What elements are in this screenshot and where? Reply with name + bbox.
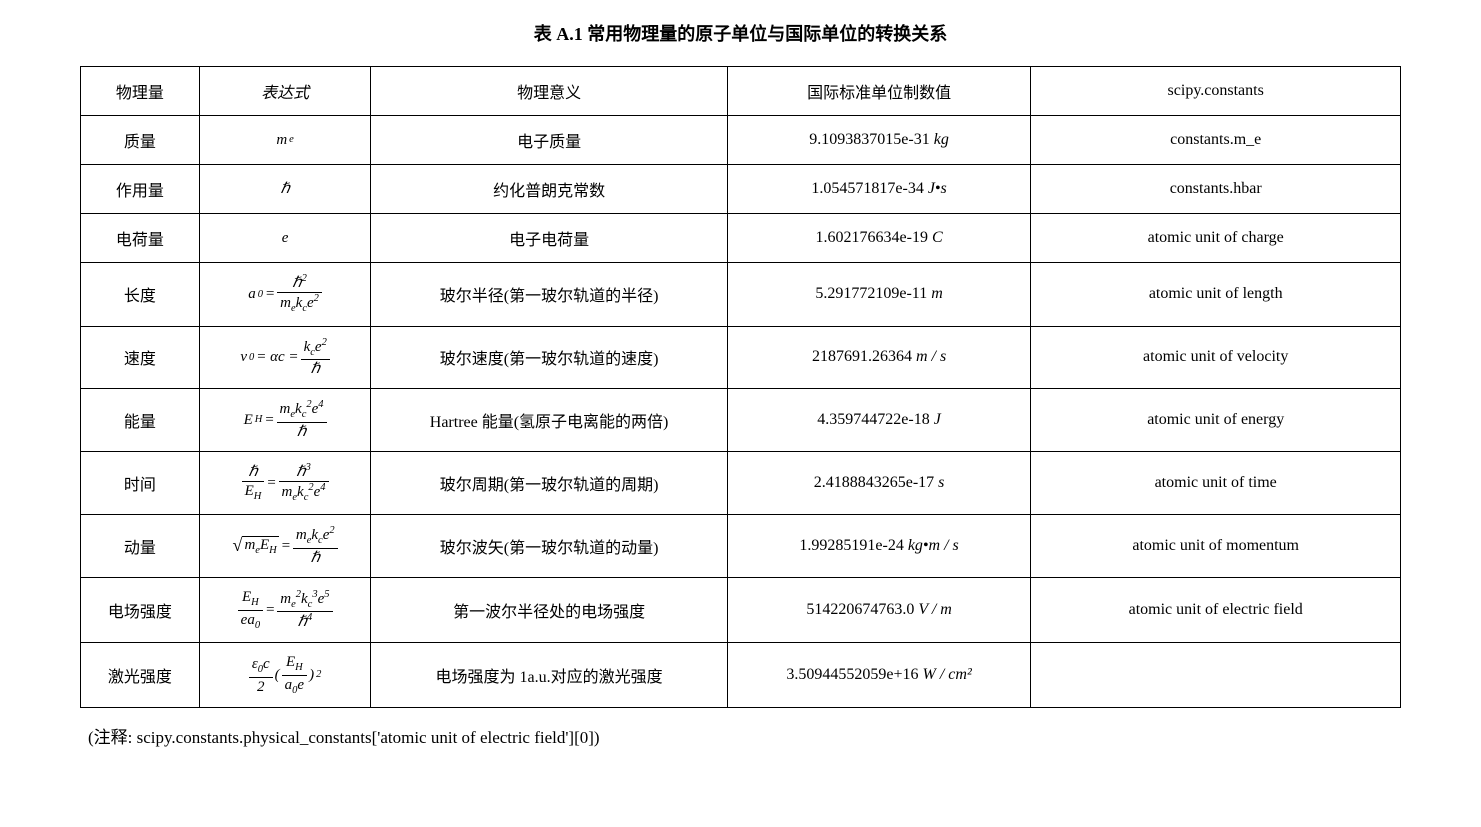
meaning-cell: 电场强度为 1a.u.对应的激光强度 [371,643,727,708]
scipy-cell: atomic unit of electric field [1031,577,1401,642]
scipy-cell [1031,643,1401,708]
quantity-cell: 能量 [81,389,200,452]
header-quantity: 物理量 [81,67,200,116]
table-row: 速度 v0 = αc = kce2ℏ 玻尔速度(第一玻尔轨道的速度) 21876… [81,326,1401,389]
expression-cell: ℏEH = ℏ3mekc2e4 [199,451,371,515]
value-cell: 4.359744722e-18 J [727,389,1031,452]
footnote-label: (注释: [88,728,137,747]
header-expression: 表达式 [199,67,371,116]
meaning-cell: 电子质量 [371,116,727,165]
expression-cell: me [199,116,371,165]
expression-cell: a0 = ℏ2mekce2 [199,263,371,327]
header-scipy: scipy.constants [1031,67,1401,116]
meaning-cell: 第一波尔半径处的电场强度 [371,577,727,642]
table-footnote: (注释: scipy.constants.physical_constants[… [80,723,1401,748]
scipy-cell: atomic unit of energy [1031,389,1401,452]
meaning-cell: 玻尔半径(第一玻尔轨道的半径) [371,263,727,327]
quantity-cell: 作用量 [81,165,200,214]
atomic-units-table: 物理量 表达式 物理意义 国际标准单位制数值 scipy.constants 质… [80,66,1401,708]
meaning-cell: 约化普朗克常数 [371,165,727,214]
value-cell: 3.50944552059e+16 W / cm² [727,643,1031,708]
meaning-cell: 玻尔速度(第一玻尔轨道的速度) [371,326,727,389]
table-row: 激光强度 ε0c2 (EHa0e)2 电场强度为 1a.u.对应的激光强度 3.… [81,643,1401,708]
meaning-cell: 电子电荷量 [371,214,727,263]
quantity-cell: 时间 [81,451,200,515]
quantity-cell: 激光强度 [81,643,200,708]
quantity-cell: 电场强度 [81,577,200,642]
expression-cell: EH = mekc2e4ℏ [199,389,371,452]
quantity-cell: 动量 [81,515,200,578]
table-row: 动量 meEH = mekce2ℏ 玻尔波矢(第一玻尔轨道的动量) 1.9928… [81,515,1401,578]
value-cell: 1.602176634e-19 C [727,214,1031,263]
scipy-cell: constants.hbar [1031,165,1401,214]
table-row: 作用量 ℏ 约化普朗克常数 1.054571817e-34 J•s consta… [81,165,1401,214]
expression-cell: EHea0 = me2kc3e5ℏ4 [199,577,371,642]
scipy-cell: constants.m_e [1031,116,1401,165]
value-cell: 1.054571817e-34 J•s [727,165,1031,214]
scipy-cell: atomic unit of momentum [1031,515,1401,578]
header-meaning: 物理意义 [371,67,727,116]
expression-cell: meEH = mekce2ℏ [199,515,371,578]
quantity-cell: 长度 [81,263,200,327]
table-row: 时间 ℏEH = ℏ3mekc2e4 玻尔周期(第一玻尔轨道的周期) 2.418… [81,451,1401,515]
scipy-cell: atomic unit of time [1031,451,1401,515]
expression-cell: ε0c2 (EHa0e)2 [199,643,371,708]
meaning-cell: 玻尔周期(第一玻尔轨道的周期) [371,451,727,515]
expression-cell: ℏ [199,165,371,214]
expression-cell: v0 = αc = kce2ℏ [199,326,371,389]
scipy-cell: atomic unit of length [1031,263,1401,327]
value-cell: 514220674763.0 V / m [727,577,1031,642]
expression-cell: e [199,214,371,263]
table-row: 长度 a0 = ℏ2mekce2 玻尔半径(第一玻尔轨道的半径) 5.29177… [81,263,1401,327]
scipy-cell: atomic unit of velocity [1031,326,1401,389]
value-cell: 9.1093837015e-31 kg [727,116,1031,165]
value-cell: 2.4188843265e-17 s [727,451,1031,515]
meaning-cell: 玻尔波矢(第一玻尔轨道的动量) [371,515,727,578]
header-si-value: 国际标准单位制数值 [727,67,1031,116]
table-caption: 表 A.1 常用物理量的原子单位与国际单位的转换关系 [80,20,1401,46]
table-row: 能量 EH = mekc2e4ℏ Hartree 能量(氢原子电离能的两倍) 4… [81,389,1401,452]
quantity-cell: 质量 [81,116,200,165]
footnote-code: scipy.constants.physical_constants['atom… [137,728,600,747]
table-row: 电荷量 e 电子电荷量 1.602176634e-19 C atomic uni… [81,214,1401,263]
scipy-cell: atomic unit of charge [1031,214,1401,263]
quantity-cell: 速度 [81,326,200,389]
quantity-cell: 电荷量 [81,214,200,263]
meaning-cell: Hartree 能量(氢原子电离能的两倍) [371,389,727,452]
table-row: 质量 me 电子质量 9.1093837015e-31 kg constants… [81,116,1401,165]
table-header-row: 物理量 表达式 物理意义 国际标准单位制数值 scipy.constants [81,67,1401,116]
table-row: 电场强度 EHea0 = me2kc3e5ℏ4 第一波尔半径处的电场强度 514… [81,577,1401,642]
value-cell: 5.291772109e-11 m [727,263,1031,327]
value-cell: 1.99285191e-24 kg•m / s [727,515,1031,578]
value-cell: 2187691.26364 m / s [727,326,1031,389]
